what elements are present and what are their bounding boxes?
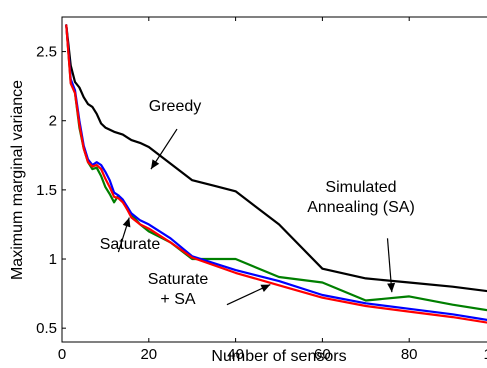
annotation-arrowhead — [260, 284, 271, 293]
annotation-label: + SA — [160, 291, 195, 308]
x-tick-label: 20 — [140, 346, 157, 363]
x-tick-label: 40 — [227, 346, 244, 363]
y-tick-label: 2.5 — [36, 44, 57, 61]
y-tick-label: 0.5 — [36, 320, 57, 337]
annotation-label: Saturate — [100, 236, 161, 253]
annotation-arrowhead — [387, 282, 396, 293]
annotation-arrow-line — [386, 238, 393, 293]
annotation-arrowhead — [150, 159, 160, 170]
x-tick-label: 80 — [401, 346, 418, 363]
annotation-arrowhead — [122, 217, 131, 228]
annotation-label: Saturate — [148, 271, 209, 288]
x-tick-label: 60 — [314, 346, 331, 363]
y-axis-label: Maximum marginal variance — [9, 80, 26, 280]
annotation-label: Simulated — [325, 179, 396, 196]
x-tick-label: 0 — [58, 346, 66, 363]
y-tick-label: 1.5 — [36, 182, 57, 199]
annotation-label: Greedy — [149, 98, 201, 115]
series-line-3 — [65, 24, 487, 324]
series-line-0 — [65, 24, 487, 293]
x-axis-label: Number of sensors — [211, 348, 346, 365]
plot-frame — [61, 16, 487, 343]
annotations-group: Greedy Simulated Annealing (SA) Saturate Sat… — [100, 98, 415, 308]
y-tick-label: 1 — [49, 251, 57, 268]
annotation-label: Annealing (SA) — [307, 199, 415, 216]
ticks-group: 0 20 40 60 80 100 0.5 1 1.5 2 2.5 — [36, 17, 487, 363]
x-tick-label: 100 — [483, 346, 487, 363]
series-group — [65, 24, 487, 324]
plot-area — [62, 17, 487, 342]
y-tick-label: 2 — [49, 113, 57, 130]
